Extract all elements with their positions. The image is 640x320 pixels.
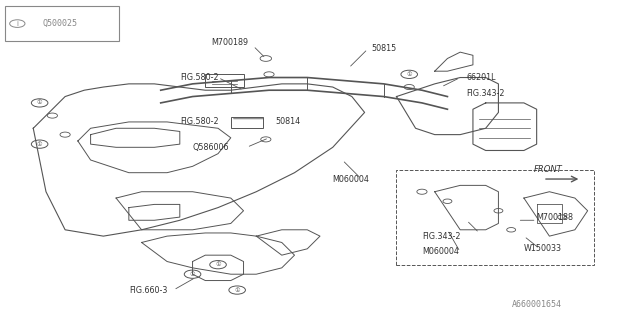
Text: ①: ①: [406, 72, 412, 77]
Bar: [396, 170, 594, 265]
Text: M700188: M700188: [537, 212, 573, 222]
Text: FIG.580-2: FIG.580-2: [180, 73, 218, 82]
Text: FIG.660-3: FIG.660-3: [129, 285, 167, 295]
Text: ①: ①: [189, 272, 195, 277]
Bar: [231, 117, 262, 128]
Text: i: i: [16, 20, 19, 27]
Text: M060004: M060004: [333, 174, 370, 184]
Text: A660001654: A660001654: [512, 300, 562, 309]
Text: 50815: 50815: [371, 44, 396, 53]
Text: Q586006: Q586006: [193, 143, 229, 152]
Text: Q500025: Q500025: [43, 19, 78, 28]
Text: ①: ①: [37, 100, 42, 105]
Text: M060004: M060004: [422, 247, 459, 257]
Text: 50814: 50814: [275, 117, 301, 126]
Text: FRONT: FRONT: [534, 165, 563, 174]
Text: 66201L: 66201L: [467, 73, 496, 82]
Text: FIG.580-2: FIG.580-2: [180, 117, 218, 126]
Text: FIG.343-2: FIG.343-2: [467, 89, 505, 98]
Text: FIG.343-2: FIG.343-2: [422, 232, 460, 241]
Text: ①: ①: [234, 288, 240, 292]
Text: ①: ①: [37, 142, 42, 147]
Text: ①: ①: [215, 262, 221, 267]
Text: W150033: W150033: [524, 244, 562, 253]
Bar: [205, 74, 244, 87]
Text: M700189: M700189: [212, 38, 249, 47]
